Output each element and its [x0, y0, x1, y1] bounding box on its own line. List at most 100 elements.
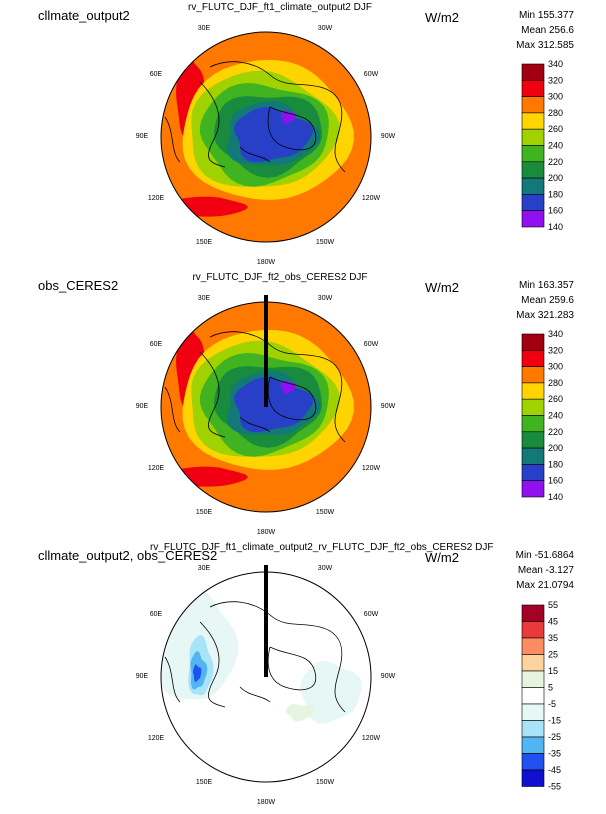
stat-mean: Mean -3.127 — [517, 565, 574, 576]
coastline — [267, 376, 317, 421]
polar-map-1: 30E 30W 60E 60W 90E 90W 120E 120W 150E 150W 180W 34… — [136, 25, 563, 266]
colorbar-tick-label: -5 — [548, 699, 556, 709]
contour-band — [234, 377, 314, 433]
colorbar-tick-label: 280 — [548, 378, 563, 388]
colorbar-tick-label: 140 — [548, 222, 563, 232]
coastline — [199, 81, 226, 168]
colorbar-swatch — [521, 480, 545, 498]
stat-mean: Mean 256.6 — [521, 25, 574, 36]
coastline — [209, 61, 346, 173]
colorbar-swatch — [521, 333, 545, 351]
polar-map-2: 30E 30W 60E 60W 90E 90W 120E 120W 150E 150W 180W 34… — [136, 295, 563, 536]
map-boundary — [160, 571, 372, 783]
coastline — [209, 331, 346, 443]
longitude-label: 120W — [362, 195, 381, 202]
colorbar-swatch — [521, 210, 545, 228]
longitude-label: 30E — [198, 565, 211, 572]
colorbar-tick-label: 45 — [548, 617, 558, 627]
colorbar-tick-label: 260 — [548, 124, 563, 134]
longitude-label: 120E — [148, 465, 165, 472]
case-label: cllmate_output2 — [38, 8, 130, 23]
data-gap-stripe — [264, 295, 268, 407]
colorbar-tick-label: 180 — [548, 459, 563, 469]
colorbar-tick-label: 180 — [548, 189, 563, 199]
colorbar-tick-label: 320 — [548, 345, 563, 355]
colorbar-tick-label: 300 — [548, 92, 563, 102]
longitude-label: 120E — [148, 195, 165, 202]
colorbar-swatch — [521, 80, 545, 97]
longitude-label: 90E — [136, 133, 149, 140]
coastline — [199, 621, 226, 708]
colorbar-tick-label: 200 — [548, 443, 563, 453]
coastlines — [164, 601, 346, 713]
longitude-label: 60E — [150, 341, 163, 348]
colorbar-swatch — [521, 398, 545, 416]
colorbar-swatch — [521, 604, 545, 622]
colorbar-swatch — [521, 703, 545, 721]
colorbar-tick-label: 300 — [548, 362, 563, 372]
stat-max: Max 21.0794 — [516, 580, 574, 591]
longitude-label: 150W — [316, 779, 335, 786]
colorbar-tick-label: 140 — [548, 492, 563, 502]
longitude-label: 30W — [318, 295, 333, 302]
stats-block: Min -51.6864 Mean -3.127 Max 21.0794 — [496, 548, 574, 593]
longitude-label: 30W — [318, 25, 333, 32]
longitude-label: 30W — [318, 565, 333, 572]
stats-block: Min 163.357 Mean 259.6 Max 321.283 — [496, 278, 574, 323]
colorbar-swatch — [521, 194, 545, 211]
colorbar-swatch — [521, 637, 545, 655]
longitude-label: 90E — [136, 673, 149, 680]
colorbar-tick-label: 340 — [548, 329, 563, 339]
coastline — [164, 116, 181, 163]
stat-min: Min -51.6864 — [515, 550, 574, 561]
colorbar-tick-label: 160 — [548, 206, 563, 216]
case-label: cllmate_output2, obs_CERES2 — [38, 548, 218, 563]
units-label: W/m2 — [425, 550, 459, 565]
panel-1: 30E 30W 60E 60W 90E 90W 120E 120W 150E 150W 180W 34… — [0, 0, 606, 270]
colorbar-tick-label: 25 — [548, 650, 558, 660]
longitude-label: 120W — [362, 465, 381, 472]
longitude-label: 60W — [364, 71, 379, 78]
contour-band — [193, 664, 202, 683]
longitude-label: 150E — [196, 509, 213, 516]
colorbar-tick-label: 340 — [548, 59, 563, 69]
stat-mean: Mean 259.6 — [521, 295, 574, 306]
longitude-label: 30E — [198, 25, 211, 32]
plot-title: rv_FLUTC_DJF_ft2_obs_CERES2 DJF — [192, 272, 368, 283]
longitude-label: 60E — [150, 71, 163, 78]
colorbar-tick-label: 260 — [548, 394, 563, 404]
colorbar-swatch — [521, 63, 545, 81]
colorbar-tick-label: -55 — [548, 782, 561, 792]
colorbar-tick-label: 240 — [548, 141, 563, 151]
colorbar-swatch — [521, 447, 545, 465]
longitude-label: 150E — [196, 239, 213, 246]
colorbar-swatch — [521, 128, 545, 146]
units-label: W/m2 — [425, 280, 459, 295]
contour-field — [161, 32, 371, 242]
colorbar-swatch — [521, 415, 545, 433]
longitude-label: 180W — [257, 799, 276, 806]
coastline — [267, 106, 317, 151]
colorbar-tick-label: 220 — [548, 157, 563, 167]
colorbar-tick-label: 15 — [548, 666, 558, 676]
longitude-label: 180W — [257, 259, 276, 266]
colorbar-swatch — [521, 431, 545, 449]
map-boundary — [160, 31, 372, 243]
longitude-label: 150W — [316, 509, 335, 516]
colorbar-swatch — [521, 753, 545, 771]
colorbar-tick-label: 160 — [548, 476, 563, 486]
longitude-label: 120E — [148, 735, 165, 742]
longitude-label: 90W — [381, 673, 396, 680]
case-label: obs_CERES2 — [38, 278, 119, 293]
coastlines — [164, 331, 346, 443]
coastline — [239, 146, 271, 163]
colorbar-swatch — [521, 736, 545, 754]
longitude-label: 180W — [257, 529, 276, 536]
colorbar-tick-label: 240 — [548, 411, 563, 421]
panel-2: 30E 30W 60E 60W 90E 90W 120E 120W 150E 150W 180W 34… — [0, 270, 606, 540]
longitude-label: 90E — [136, 403, 149, 410]
colorbar-swatch — [521, 177, 545, 195]
longitude-label: 120W — [362, 735, 381, 742]
colorbar-tick-label: 320 — [548, 75, 563, 85]
